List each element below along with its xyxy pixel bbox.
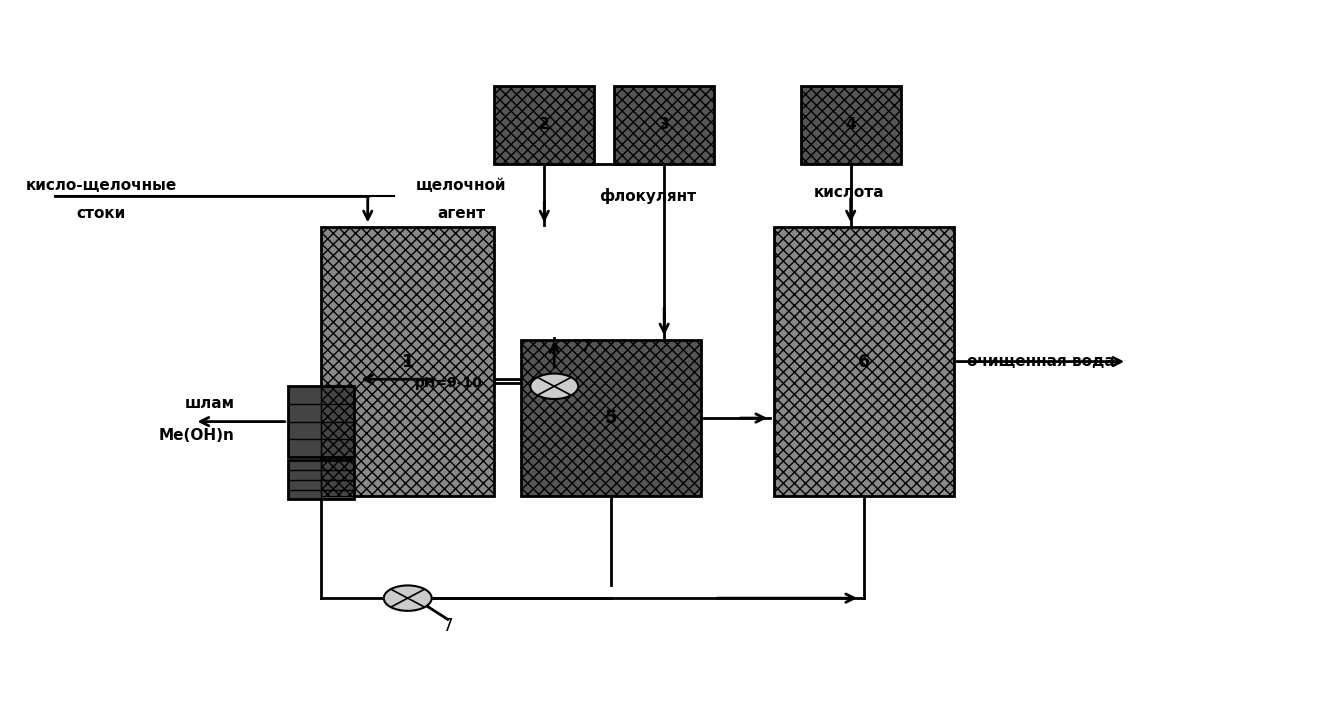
- Bar: [774, 228, 955, 496]
- Text: шлам: шлам: [184, 396, 235, 411]
- Bar: [801, 86, 901, 164]
- Text: pH=9-10: pH=9-10: [414, 376, 482, 390]
- Bar: [288, 460, 354, 499]
- Circle shape: [530, 374, 578, 399]
- Text: щелочной: щелочной: [415, 177, 506, 193]
- Bar: [614, 86, 714, 164]
- Text: 3: 3: [659, 118, 669, 133]
- Bar: [288, 386, 354, 457]
- Text: кислота: кислота: [813, 184, 884, 199]
- Bar: [774, 228, 955, 496]
- Bar: [494, 86, 594, 164]
- Text: 4: 4: [845, 118, 856, 133]
- Text: 7: 7: [442, 618, 453, 635]
- Text: 6: 6: [858, 352, 870, 371]
- Text: 2: 2: [539, 118, 550, 133]
- Bar: [521, 340, 701, 496]
- Bar: [801, 86, 901, 164]
- Text: кисло-щелочные: кисло-щелочные: [25, 177, 178, 193]
- Circle shape: [383, 586, 431, 611]
- Text: Me(OH)n: Me(OH)n: [159, 428, 235, 443]
- Bar: [494, 86, 594, 164]
- Bar: [521, 340, 701, 496]
- Bar: [322, 228, 494, 496]
- Text: флокулянт: флокулянт: [599, 188, 696, 203]
- Text: 5: 5: [605, 409, 617, 427]
- Bar: [614, 86, 714, 164]
- Bar: [322, 228, 494, 496]
- Text: агент: агент: [437, 206, 485, 220]
- Text: очищенная вода: очищенная вода: [968, 354, 1115, 369]
- Text: стоки: стоки: [76, 206, 125, 220]
- Text: 1: 1: [402, 352, 414, 371]
- Text: 7: 7: [581, 338, 591, 357]
